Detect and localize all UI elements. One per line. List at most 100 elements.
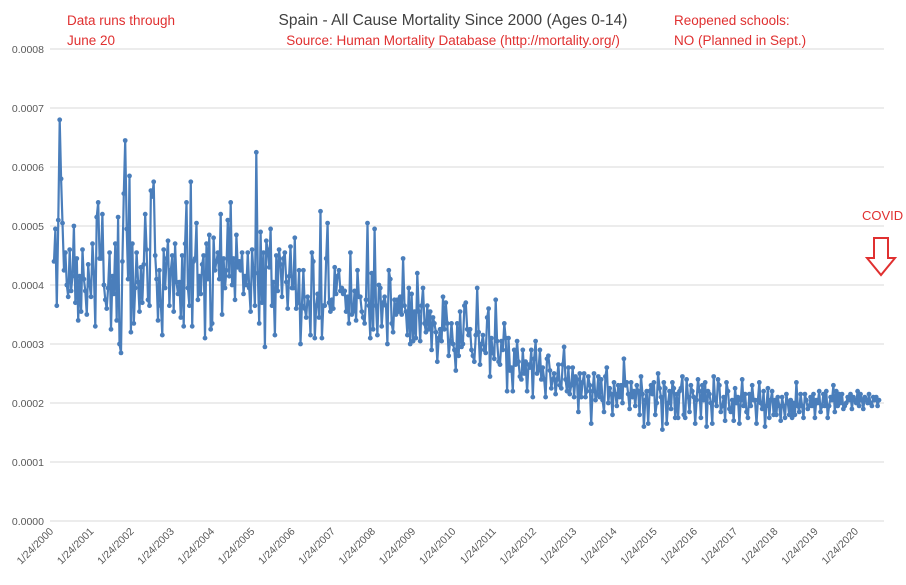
data-point <box>479 341 484 347</box>
data-point <box>111 291 117 297</box>
data-point <box>859 397 865 403</box>
data-point <box>239 250 245 256</box>
data-point <box>725 388 731 394</box>
data-point <box>202 335 208 341</box>
data-point <box>825 415 831 421</box>
data-point <box>78 309 84 314</box>
data-point <box>610 412 615 418</box>
data-point <box>159 332 165 338</box>
data-point <box>741 403 746 409</box>
data-point <box>67 247 73 253</box>
data-point <box>149 194 155 199</box>
data-point <box>278 262 283 267</box>
data-point <box>252 303 258 309</box>
data-point <box>772 397 778 403</box>
data-point <box>822 403 828 409</box>
data-point <box>762 424 768 429</box>
data-point <box>142 211 148 217</box>
data-point <box>858 391 863 397</box>
data-point <box>471 359 477 365</box>
data-point <box>412 309 417 314</box>
data-point <box>434 359 440 365</box>
data-point <box>322 303 328 309</box>
data-point <box>226 273 232 279</box>
data-point <box>625 391 631 397</box>
schools-note: Reopened schools: NO (Planned in Sept.) <box>674 11 806 51</box>
data-point <box>433 329 439 335</box>
data-point <box>375 332 380 338</box>
y-tick-label: 0.0006 <box>12 162 44 174</box>
data-point <box>493 297 499 303</box>
data-point <box>273 253 279 258</box>
data-point <box>272 332 278 338</box>
data-point <box>318 208 323 214</box>
data-point <box>489 335 494 341</box>
data-point <box>65 294 71 300</box>
data-point <box>261 250 266 256</box>
data-point <box>652 412 658 418</box>
data-point <box>510 388 516 394</box>
data-point <box>281 256 286 261</box>
data-point <box>768 397 774 403</box>
data-point <box>520 347 526 353</box>
data-point <box>244 282 249 288</box>
data-point <box>271 279 276 285</box>
data-point <box>413 335 419 341</box>
data-point <box>554 377 560 382</box>
data-point <box>722 418 728 424</box>
x-tick-label: 1/24/2018 <box>739 526 781 568</box>
data-point <box>152 253 158 258</box>
data-point <box>785 400 791 406</box>
data-point <box>531 356 537 362</box>
data-point <box>209 321 215 326</box>
data-point <box>537 347 543 353</box>
data-point <box>127 173 132 179</box>
data-point <box>148 188 154 194</box>
data-point <box>585 374 591 379</box>
data-point <box>702 380 708 385</box>
data-point <box>523 359 528 365</box>
data-point <box>85 262 91 267</box>
data-point <box>221 256 227 261</box>
x-tick-label: 1/24/2016 <box>659 526 701 568</box>
data-point <box>839 391 845 397</box>
data-point <box>600 397 605 403</box>
data-point <box>698 415 704 421</box>
data-point <box>263 238 269 244</box>
data-point <box>697 388 702 394</box>
data-point <box>275 288 281 294</box>
data-point <box>543 394 548 400</box>
data-point <box>359 309 365 314</box>
data-point <box>430 315 436 320</box>
data-point <box>124 226 130 232</box>
data-point <box>73 300 78 306</box>
data-point <box>791 400 796 406</box>
data-point <box>826 403 832 409</box>
data-point <box>164 256 170 261</box>
data-point <box>282 250 288 256</box>
data-point <box>68 288 74 294</box>
data-point <box>439 338 444 344</box>
data-point <box>650 391 655 397</box>
x-tick-label: 1/24/2011 <box>458 526 499 567</box>
data-point <box>657 385 662 391</box>
data-point <box>516 359 521 365</box>
data-point <box>744 409 749 415</box>
data-point <box>195 297 201 303</box>
data-point <box>222 285 228 291</box>
data-point <box>198 291 204 297</box>
data-point <box>332 264 338 270</box>
data-point <box>866 391 872 397</box>
data-point <box>410 338 416 344</box>
data-point <box>661 380 667 385</box>
y-tick-label: 0.0005 <box>12 221 44 233</box>
data-point <box>483 350 489 356</box>
data-point <box>155 318 161 323</box>
data-point <box>370 326 376 332</box>
data-point <box>675 415 681 421</box>
data-point <box>386 267 392 273</box>
data-point <box>454 321 460 326</box>
data-point <box>60 220 65 226</box>
data-point <box>668 406 674 412</box>
data-point <box>546 353 551 359</box>
